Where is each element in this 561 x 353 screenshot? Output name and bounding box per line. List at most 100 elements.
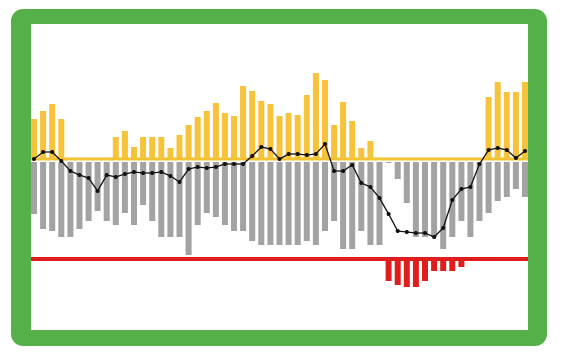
- negative-bar: [458, 162, 465, 221]
- negative-bar: [476, 162, 483, 221]
- negative-bar: [322, 162, 328, 231]
- trend-point: [441, 226, 446, 230]
- trend-point: [341, 169, 346, 173]
- negative-bar: [249, 162, 256, 241]
- negative-bar: [467, 162, 474, 237]
- negative-bar: [358, 162, 365, 231]
- positive-bar: [322, 80, 328, 159]
- below-threshold-bar: [449, 259, 456, 271]
- positive-bar: [285, 113, 292, 159]
- trend-point: [59, 159, 64, 163]
- trend-point: [468, 185, 473, 189]
- trend-point: [286, 152, 291, 156]
- trend-point: [222, 162, 227, 166]
- positive-bar: [267, 104, 274, 159]
- negative-bars: [31, 162, 528, 255]
- trend-point: [386, 212, 391, 216]
- negative-bar: [112, 162, 119, 225]
- trend-point: [459, 187, 464, 191]
- trend-point: [304, 153, 309, 157]
- trend-point: [295, 152, 300, 156]
- trend-point: [132, 170, 136, 174]
- below-threshold-bars: [385, 259, 465, 287]
- positive-bar: [512, 92, 519, 159]
- trend-point: [168, 174, 173, 178]
- trend-point: [77, 173, 82, 177]
- trend-point: [141, 171, 146, 175]
- trend-point: [122, 172, 127, 176]
- negative-bar: [58, 162, 65, 237]
- trend-point: [241, 162, 246, 166]
- below-threshold-bar: [458, 259, 465, 267]
- trend-point: [213, 165, 218, 169]
- positive-bar: [358, 148, 365, 159]
- negative-bar: [403, 162, 410, 203]
- trend-point: [423, 231, 427, 235]
- positive-bar: [40, 111, 47, 159]
- trend-point: [277, 157, 282, 161]
- negative-bar: [149, 162, 156, 221]
- positive-bar: [367, 141, 374, 159]
- positive-bar: [185, 125, 192, 159]
- negative-bar: [194, 162, 201, 225]
- negative-bar: [394, 162, 401, 179]
- below-threshold-bar: [440, 259, 447, 271]
- positive-bar: [349, 121, 356, 159]
- negative-bar: [121, 162, 128, 213]
- trend-point: [377, 196, 382, 200]
- positive-bar: [312, 73, 319, 159]
- negative-bar: [76, 162, 83, 229]
- trend-point: [368, 185, 373, 189]
- negative-bar: [85, 162, 92, 221]
- positive-bar: [58, 119, 65, 159]
- negative-bar: [31, 162, 37, 214]
- positive-bar: [49, 104, 56, 159]
- trend-point: [159, 170, 164, 174]
- trend-point: [232, 162, 236, 166]
- negative-bar: [412, 162, 419, 237]
- trend-point: [204, 166, 209, 170]
- below-threshold-bar: [431, 259, 438, 271]
- negative-bar: [140, 162, 147, 205]
- positive-bar: [221, 113, 228, 159]
- trend-point: [41, 150, 46, 154]
- negative-bar: [522, 162, 528, 197]
- positive-bar: [340, 102, 347, 159]
- trend-point: [186, 167, 191, 171]
- negative-bar: [49, 162, 56, 231]
- positive-bar: [503, 92, 510, 159]
- negative-bar: [221, 162, 228, 225]
- positive-bar: [121, 131, 128, 159]
- negative-bar: [203, 162, 210, 213]
- positive-bar: [258, 101, 265, 159]
- below-threshold-bar: [412, 259, 419, 287]
- negative-bar: [349, 162, 356, 249]
- negative-bar: [331, 162, 338, 221]
- positive-bar: [522, 82, 528, 159]
- trend-point: [486, 148, 491, 152]
- trend-point: [259, 145, 264, 149]
- negative-bar: [276, 162, 283, 245]
- positive-bar: [149, 137, 156, 159]
- positive-bar: [131, 147, 137, 159]
- trend-points: [32, 142, 527, 239]
- negative-bar: [494, 162, 501, 201]
- negative-bar: [431, 162, 438, 237]
- negative-bar: [103, 162, 110, 221]
- negative-bar: [240, 162, 247, 231]
- negative-bar: [303, 162, 310, 241]
- trend-point: [359, 181, 364, 185]
- negative-bar: [312, 162, 319, 245]
- trend-point: [495, 146, 500, 150]
- positive-bar: [194, 117, 201, 159]
- below-threshold-bar: [394, 259, 401, 285]
- trend-point: [523, 149, 527, 153]
- positive-bar: [494, 82, 501, 159]
- negative-bar: [294, 162, 301, 245]
- trend-point: [50, 150, 55, 154]
- negative-bar: [367, 162, 374, 245]
- trend-point: [68, 169, 73, 173]
- trend-point: [86, 176, 91, 180]
